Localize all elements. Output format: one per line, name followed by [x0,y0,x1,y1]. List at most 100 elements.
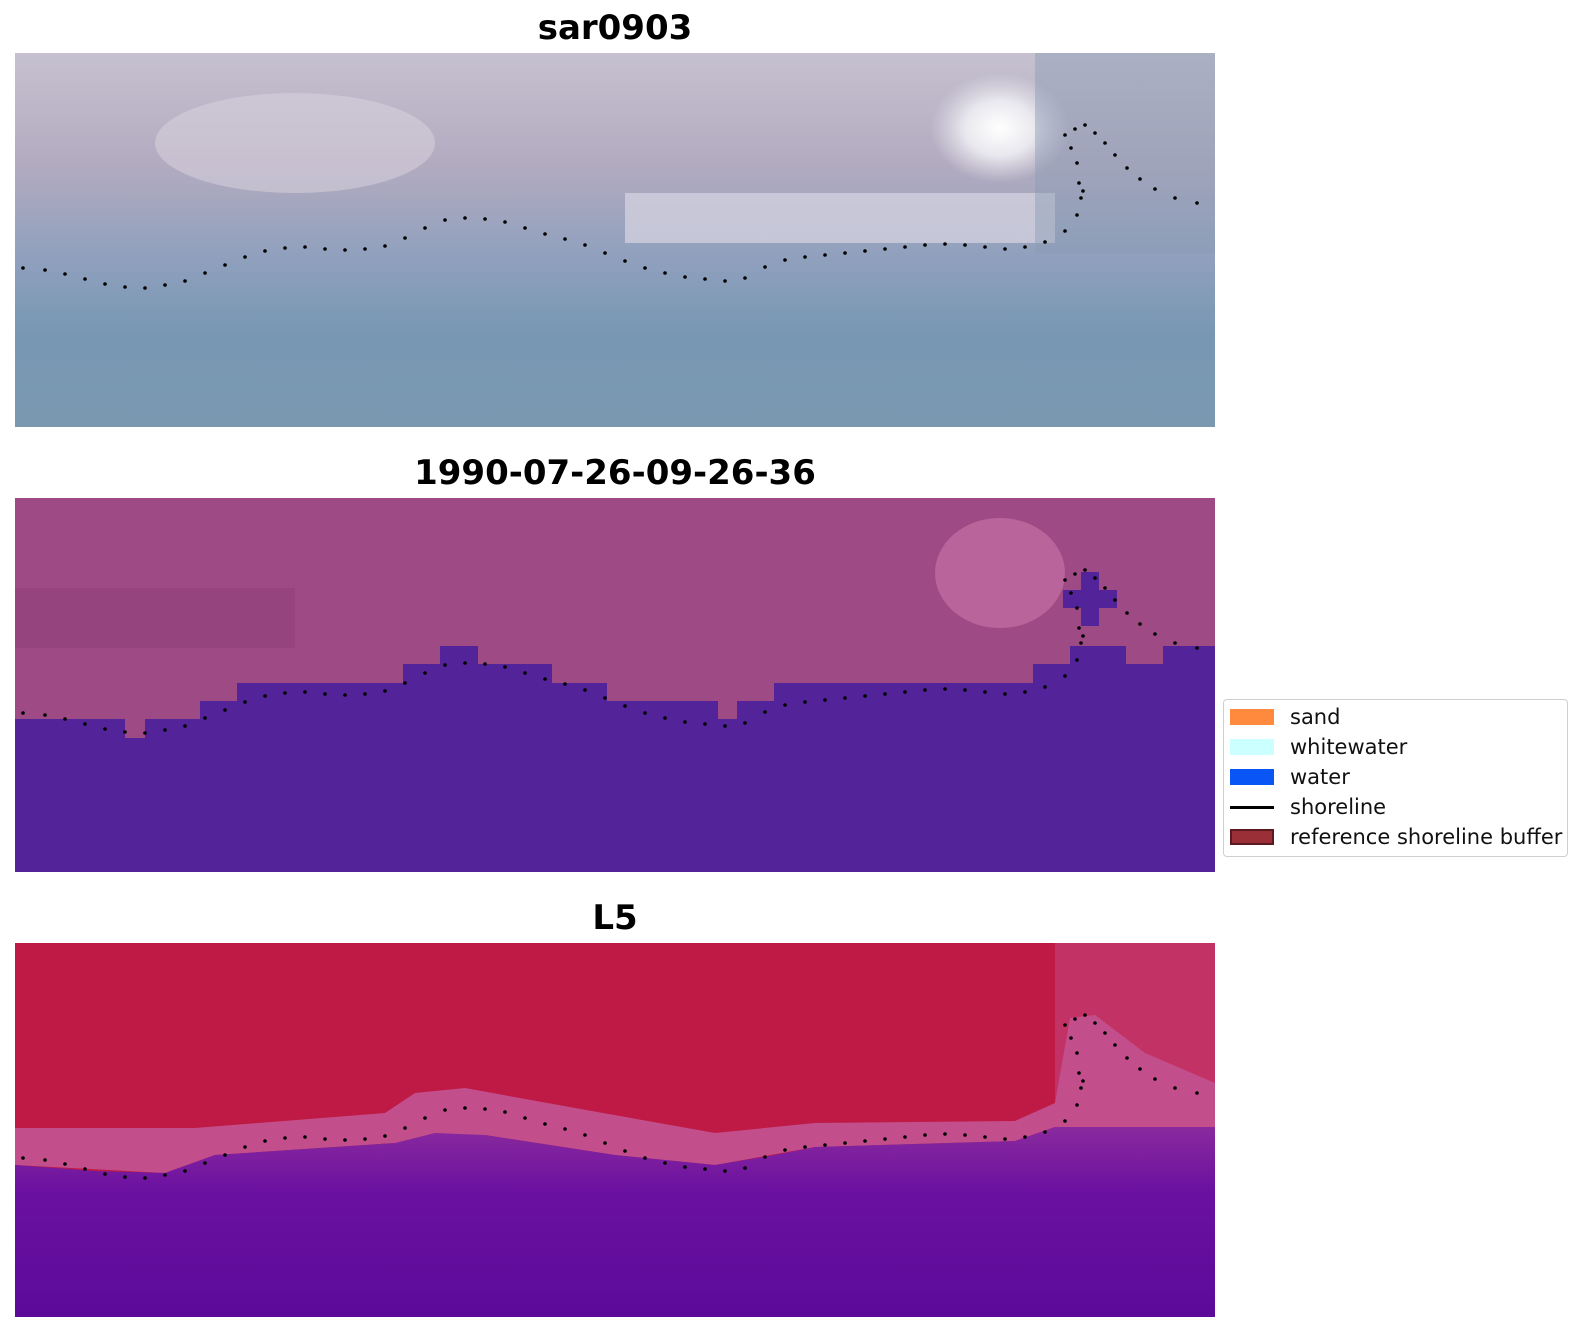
shoreline-dot [863,694,867,698]
shoreline-dot [663,271,667,275]
shoreline-dot [523,226,527,230]
shoreline-dot [783,703,787,707]
shoreline-dot [103,282,107,286]
shoreline-dot [863,1139,867,1143]
shoreline-dot [623,259,627,263]
shoreline-dot [483,662,487,666]
shoreline-dot [1077,1071,1081,1075]
shoreline-dot [1081,634,1085,638]
shoreline-dot [283,246,287,250]
shoreline-dot [203,271,207,275]
legend-label: reference shoreline buffer [1290,825,1563,849]
shoreline-dot [883,1137,887,1141]
shoreline-dot [1023,690,1027,694]
shoreline-dot [1003,692,1007,696]
shoreline-dot [1125,166,1129,170]
shoreline-dot [303,690,307,694]
shoreline-dot [803,1145,807,1149]
shoreline-dot [603,696,607,700]
shoreline-dot [763,710,767,714]
whitewater-swatch [1230,739,1274,755]
shoreline-dot [443,663,447,667]
shoreline-dot [1093,576,1097,580]
shoreline-dot [1083,123,1087,127]
shoreline-dot [43,1158,47,1162]
legend-label: shoreline [1290,795,1387,819]
shoreline-dot [883,692,887,696]
shoreline-dot [1173,196,1177,200]
shoreline-dot [1043,240,1047,244]
panel-title-date: 1990-07-26-09-26-36 [414,453,816,493]
shoreline-dot [623,1149,627,1153]
shoreline-dot [1075,213,1079,217]
shoreline-dot [903,1135,907,1139]
l5-water [15,1127,1215,1317]
shoreline-dot [683,275,687,279]
shoreline-dot [1075,1051,1079,1055]
shoreline-dot [763,1155,767,1159]
legend-label: whitewater [1290,735,1408,759]
shoreline-dot [263,249,267,253]
shoreline-dot [443,218,447,222]
shoreline-dot [1081,189,1085,193]
shoreline-dot [1069,591,1073,595]
shoreline-dot [183,1169,187,1173]
shoreline-dot [1043,685,1047,689]
shoreline-dot [263,694,267,698]
shoreline-line [1230,805,1274,809]
legend-item-whitewater: whitewater [1230,735,1407,759]
shoreline-dot [1153,1077,1157,1081]
shoreline-dot [283,1136,287,1140]
shoreline-dot [21,266,25,270]
shoreline-dot [963,243,967,247]
shoreline-dot [21,1156,25,1160]
shoreline-dot [363,247,367,251]
shoreline-dot [463,661,467,665]
shoreline-dot [803,255,807,259]
shoreline-dot [1063,674,1067,678]
shoreline-dot [1069,1036,1073,1040]
shoreline-dot [103,1172,107,1176]
shoreline-dot [123,285,127,289]
shoreline-dot [463,1106,467,1110]
shoreline-dot [403,681,407,685]
shoreline-dot [943,242,947,246]
shoreline-dot [223,1153,227,1157]
legend-item-reference-buffer: reference shoreline buffer [1230,825,1562,849]
shoreline-dot [903,690,907,694]
shoreline-dot [163,1173,167,1177]
shoreline-dot [503,220,507,224]
shoreline-dot [603,1141,607,1145]
shoreline-dot [143,286,147,290]
shoreline-dot [1073,1017,1077,1021]
shoreline-dot [663,716,667,720]
shoreline-dot [1063,133,1067,137]
shoreline-dots [21,568,1199,735]
shoreline-dot [343,1138,347,1142]
reference-buffer-swatch [1230,829,1274,845]
shoreline-dot [1138,1067,1142,1071]
shoreline-dot [1043,1130,1047,1134]
shoreline-dot [243,255,247,259]
shoreline-dot [583,1133,587,1137]
shoreline-dot [1063,1119,1067,1123]
sar-dark-corner [1035,53,1215,253]
shoreline-dot [803,700,807,704]
shoreline-dot [21,711,25,715]
shoreline-dot [1103,141,1107,145]
shoreline-dot [883,247,887,251]
shoreline-dot [843,1141,847,1145]
shoreline-dot [983,690,987,694]
shoreline-dot [323,1137,327,1141]
legend-item-shoreline: shoreline [1230,795,1386,819]
shoreline-dot [343,693,347,697]
l5-transition [15,1015,1215,1173]
water-swatch [1230,769,1274,785]
shoreline-dot [103,727,107,731]
shoreline-dot [43,268,47,272]
shoreline-dot [723,1169,727,1173]
shoreline-dot [963,688,967,692]
shoreline-dot [823,698,827,702]
shoreline-dot [663,1161,667,1165]
shoreline-dot [843,251,847,255]
